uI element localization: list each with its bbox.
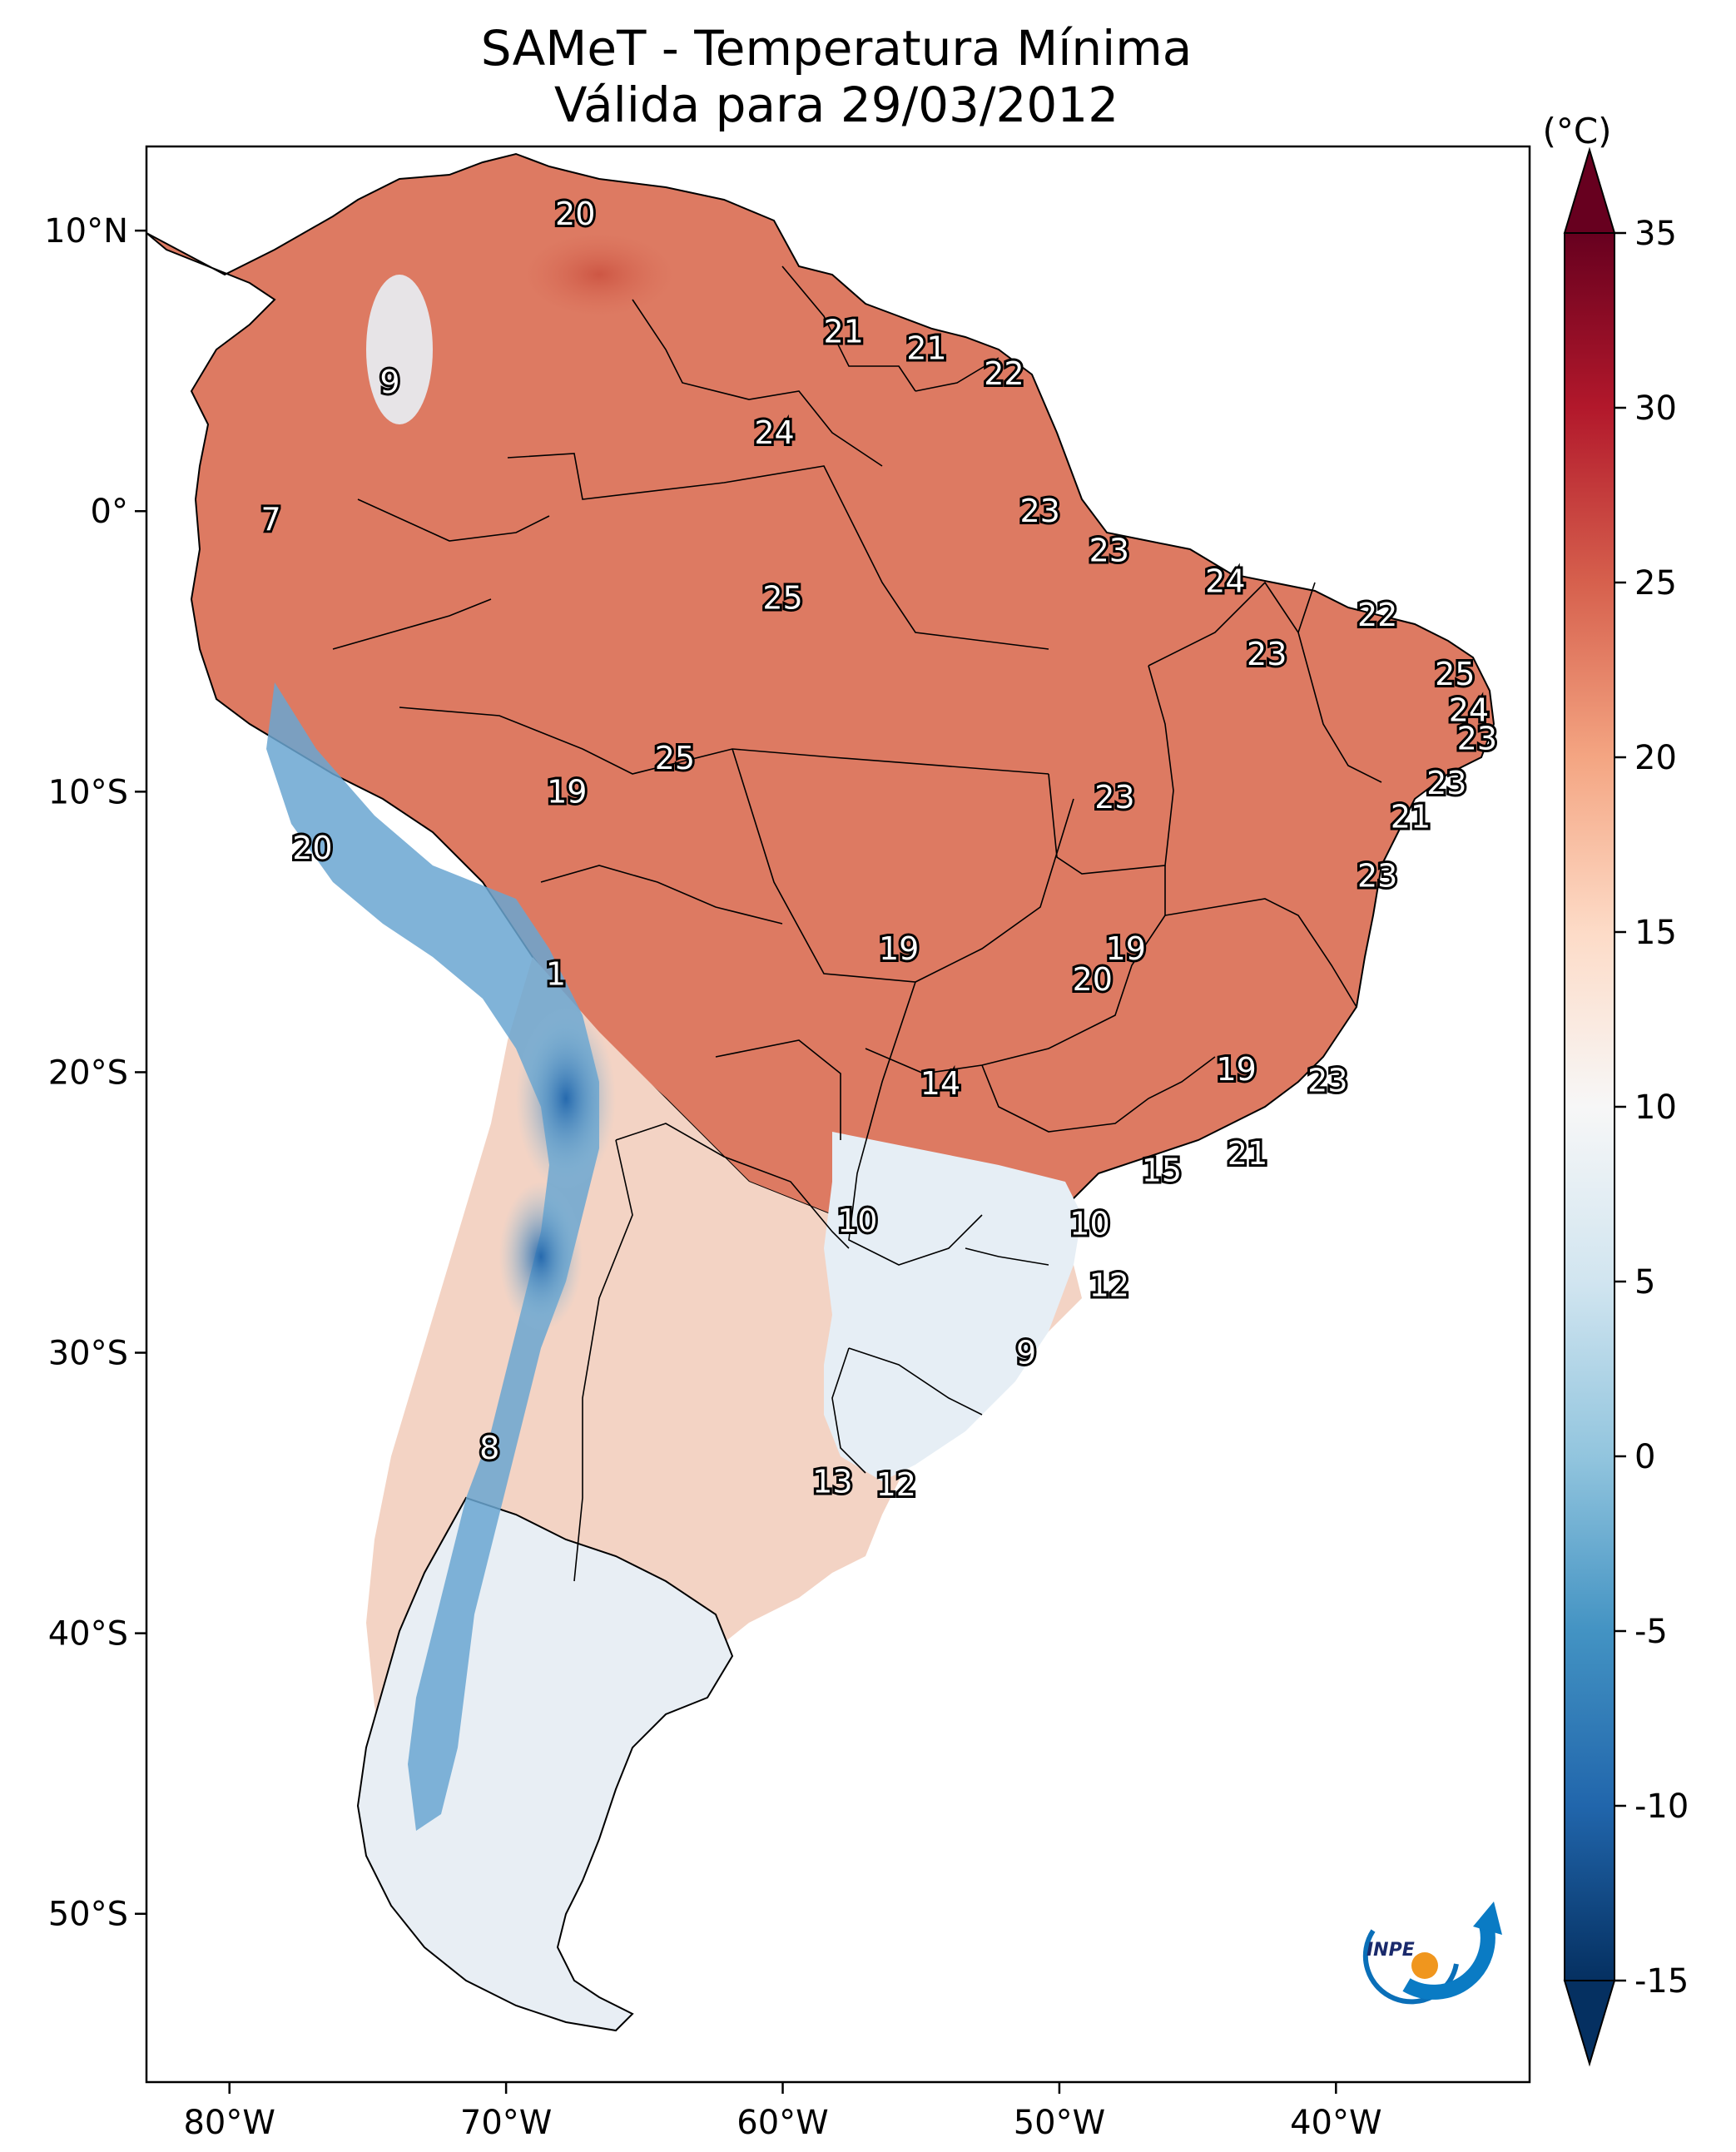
map-frame-border <box>145 145 1531 2084</box>
southern-brazil-cool-shape <box>824 1132 1082 1481</box>
temperature-label: 23 <box>1307 1063 1347 1099</box>
political-borders <box>332 265 1382 1582</box>
temperature-label: 19 <box>1216 1051 1256 1088</box>
temperature-label: 22 <box>1357 597 1397 633</box>
temperature-label: 20 <box>1073 961 1113 998</box>
temperature-label: 8 <box>479 1430 499 1466</box>
temperature-label: 19 <box>879 930 919 967</box>
colorbar-top-arrow <box>1563 146 1616 234</box>
y-tick-label: 10°N <box>44 212 128 250</box>
temperature-label: 19 <box>547 773 587 810</box>
temperature-label: 22 <box>984 355 1024 392</box>
temperature-label: 23 <box>1357 857 1397 894</box>
altiplano-cold-core <box>516 1007 616 1190</box>
colorbar-tick-label: 20 <box>1634 739 1677 777</box>
colorbar-tick-label: -10 <box>1634 1788 1689 1826</box>
temperature-label: 21 <box>906 330 946 367</box>
y-tick-label: 10°S <box>48 773 128 811</box>
y-tick-label: 20°S <box>48 1054 128 1092</box>
temperature-label: 21 <box>1391 799 1431 836</box>
temperature-label: 15 <box>1142 1152 1182 1188</box>
colorbar-tick-label: 25 <box>1634 564 1677 602</box>
temperature-label: 23 <box>1019 493 1059 529</box>
temperature-label: 23 <box>1426 765 1466 801</box>
colorbar-ticks: 35 30 25 20 15 10 5 0 -5 -10 -15 <box>1614 215 1689 2001</box>
logo-swoosh-icon <box>1402 1920 1495 2000</box>
temperature-label: 12 <box>876 1466 916 1503</box>
y-tick-label: 0° <box>91 493 128 531</box>
colorbar-tick-label: 30 <box>1634 389 1677 428</box>
colorbar-tick-label: 10 <box>1634 1088 1677 1127</box>
temperature-label: 23 <box>1457 720 1497 756</box>
map-title-line1: SAMeT - Temperatura Mínima <box>480 20 1193 77</box>
colombian-andes-cool <box>366 275 433 424</box>
temperature-label: 24 <box>1205 563 1245 600</box>
colorbar-tick-label: 0 <box>1634 1438 1655 1476</box>
x-tick-label: 40°W <box>1290 2104 1381 2142</box>
temperature-label: 20 <box>292 830 332 866</box>
colorbar-tick-label: -5 <box>1634 1613 1668 1651</box>
temperature-label: 12 <box>1089 1267 1129 1304</box>
temperature-label: 20 <box>555 196 595 232</box>
colorbar-tick-label: 15 <box>1634 914 1677 952</box>
andes-cold-core-south <box>499 1182 583 1331</box>
logo-sun-icon <box>1411 1952 1438 1979</box>
temperature-label: 21 <box>1228 1135 1267 1172</box>
temperature-label: 23 <box>1094 779 1134 816</box>
colorbar-tick-label: -15 <box>1634 1962 1689 2001</box>
venezuela-warm-core <box>524 233 674 316</box>
inpe-logo: INPE <box>1362 1902 1502 2005</box>
temperature-label: 10 <box>837 1202 877 1239</box>
temperature-label: 1 <box>546 955 566 992</box>
temperature-label: 23 <box>1089 532 1129 568</box>
temperature-label: 7 <box>260 501 280 538</box>
temperature-label: 10 <box>1069 1205 1109 1242</box>
y-tick-label: 30°S <box>48 1335 128 1373</box>
temperature-label: 9 <box>379 364 399 400</box>
temperature-label: 13 <box>812 1464 852 1500</box>
colorbar-gradient <box>1564 232 1615 1981</box>
colorbar-bottom-arrow <box>1563 1980 1616 2067</box>
continent-layer <box>146 152 1495 2032</box>
temperature-label: 24 <box>1449 692 1489 729</box>
colorbar: 35 30 25 20 15 10 5 0 -5 -10 -15 (°C) <box>1542 111 1689 2067</box>
x-tick-label: 50°W <box>1014 2104 1105 2142</box>
x-tick-label: 60°W <box>737 2104 828 2142</box>
temperature-label: 21 <box>823 313 863 350</box>
temperature-label: 19 <box>1106 930 1146 967</box>
temperature-label: 9 <box>1016 1335 1036 1371</box>
colorbar-tick-label: 35 <box>1634 215 1677 253</box>
temperature-label: 25 <box>1435 656 1475 692</box>
logo-text: INPE <box>1366 1940 1415 1961</box>
tropical-region-shape <box>146 152 1495 1249</box>
y-tick-label: 50°S <box>48 1896 128 1934</box>
colorbar-unit-label: (°C) <box>1542 111 1611 151</box>
y-tick-label: 40°S <box>48 1615 128 1654</box>
logo-arrow-icon <box>1473 1902 1502 1935</box>
andes-cold-strip <box>266 682 599 1831</box>
colorbar-tick-label: 5 <box>1634 1263 1655 1302</box>
x-tick-label: 80°W <box>183 2104 275 2142</box>
axis-ticks: 80°W 70°W 60°W 50°W 40°W 10°N 0° 10°S 20°S 30°S 40… <box>44 212 1381 2142</box>
temperature-label: 14 <box>920 1065 960 1102</box>
x-tick-label: 70°W <box>460 2104 552 2142</box>
temperature-label: 23 <box>1247 636 1287 672</box>
temperature-label: 25 <box>655 740 695 776</box>
map-title-line2: Válida para 29/03/2012 <box>553 77 1119 133</box>
temperature-label: 25 <box>762 580 802 617</box>
temperature-label: 24 <box>754 414 794 451</box>
